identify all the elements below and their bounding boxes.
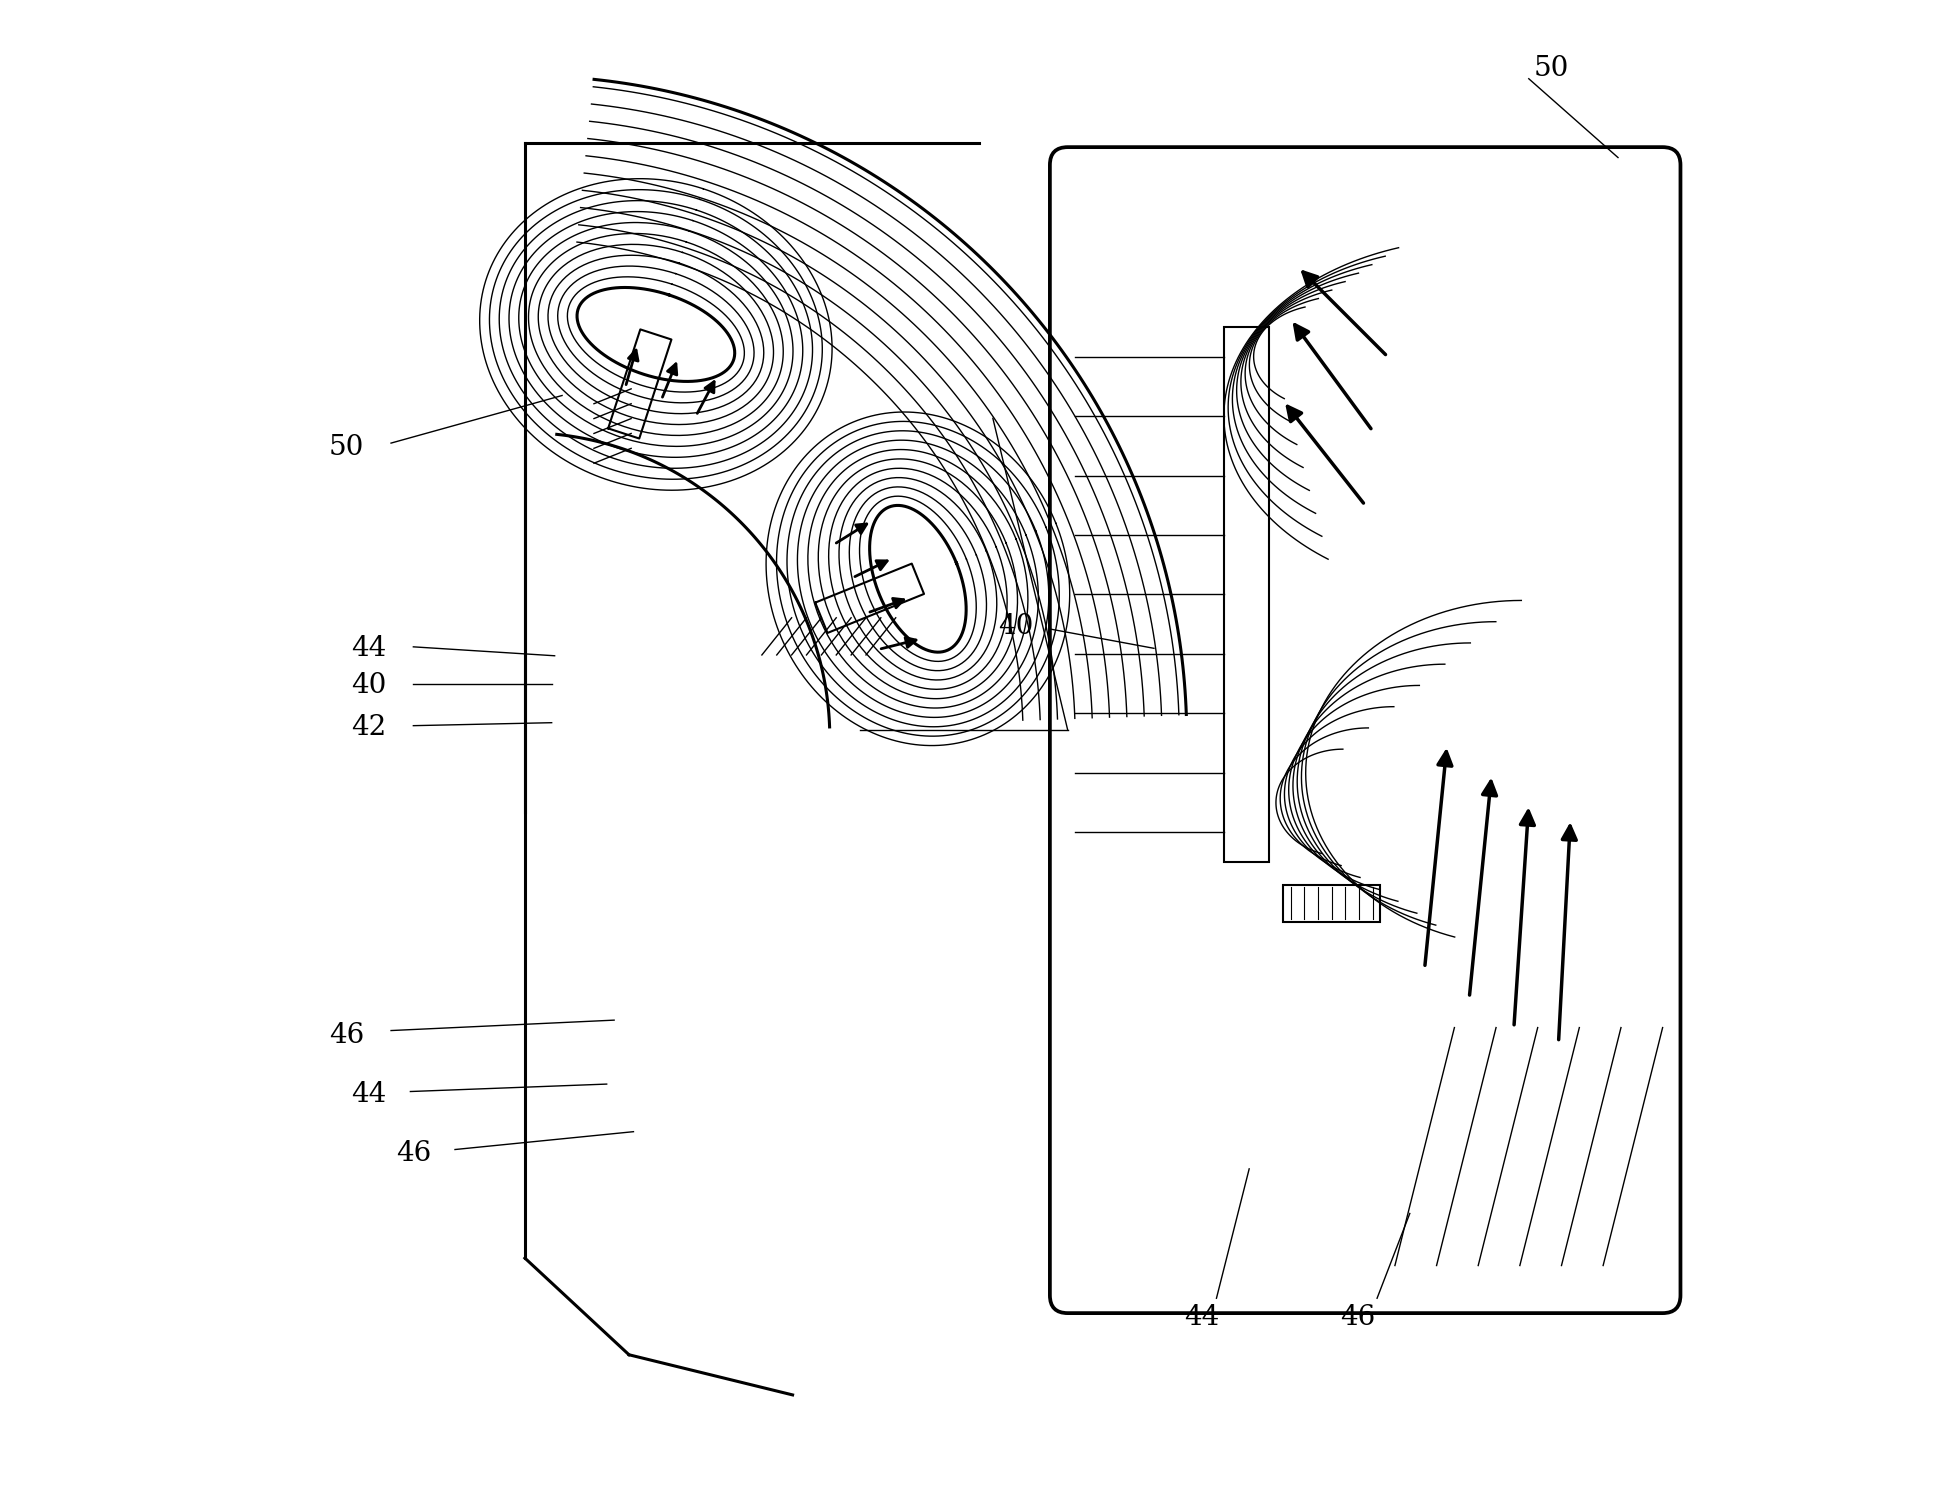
- Text: 44: 44: [350, 635, 386, 662]
- Text: 46: 46: [329, 1022, 364, 1049]
- Text: 46: 46: [395, 1140, 431, 1168]
- Bar: [1284, 885, 1380, 922]
- Text: 44: 44: [350, 1082, 386, 1109]
- Text: 40: 40: [350, 672, 386, 699]
- Text: 44: 44: [1184, 1304, 1219, 1331]
- Text: 42: 42: [350, 714, 386, 741]
- Bar: [1223, 326, 1268, 863]
- Text: 40: 40: [998, 612, 1033, 639]
- Text: 50: 50: [329, 434, 364, 460]
- Text: 46: 46: [1341, 1304, 1376, 1331]
- Text: 50: 50: [1534, 55, 1570, 82]
